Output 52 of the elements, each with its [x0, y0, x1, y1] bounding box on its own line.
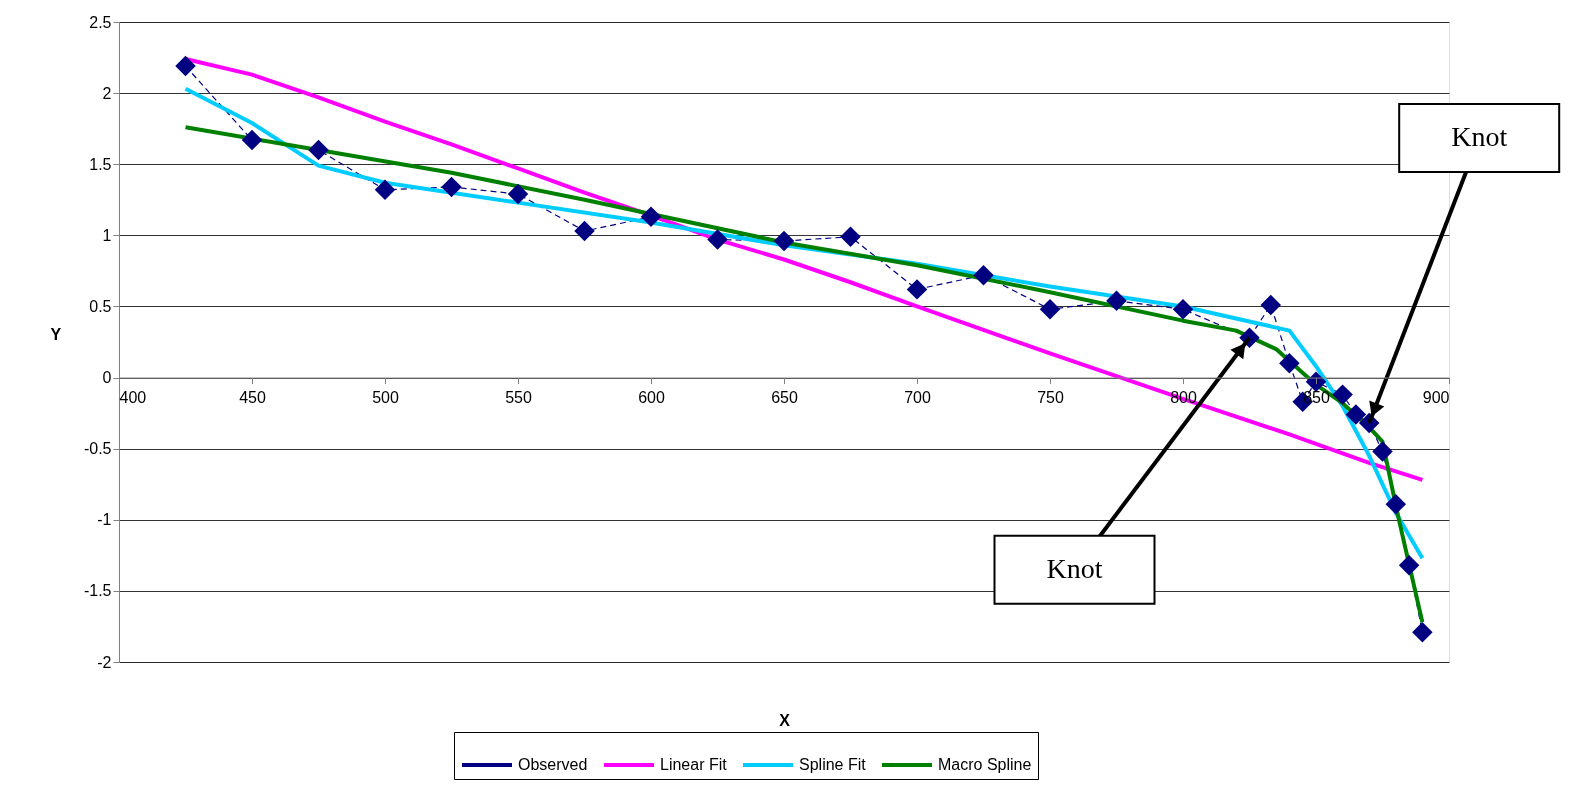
- point: [1372, 441, 1393, 462]
- x-tick-label: 400: [119, 389, 147, 407]
- point: [906, 279, 928, 300]
- x-tick-label: 750: [1037, 389, 1064, 407]
- y-tick-label: 1: [102, 226, 112, 244]
- x-tick-label: 700: [904, 389, 931, 407]
- x-tick-label: 500: [372, 389, 399, 407]
- point: [1412, 621, 1433, 643]
- x-tick-label: 600: [638, 389, 665, 407]
- point: [175, 55, 196, 77]
- legend-label: Macro Spline: [938, 756, 1032, 773]
- point: [1106, 290, 1127, 311]
- x-tick-label: 450: [239, 389, 266, 407]
- point: [1385, 493, 1407, 515]
- point: [1398, 555, 1420, 576]
- y-tick-label: -1.5: [83, 582, 112, 600]
- point: [241, 129, 263, 151]
- y-tick-label: -0.5: [83, 440, 112, 458]
- x-axis-title: X: [779, 711, 791, 729]
- annotation: Knot: [1451, 121, 1508, 153]
- point: [1305, 371, 1327, 393]
- point: [707, 229, 728, 250]
- point: [973, 264, 994, 286]
- point: [1345, 404, 1367, 425]
- y-tick-label: -1: [97, 511, 112, 529]
- point: [773, 230, 795, 252]
- legend-label: Spline Fit: [799, 756, 867, 773]
- y-tick-label: 0.5: [89, 297, 112, 315]
- point: [574, 220, 595, 242]
- point: [1279, 353, 1300, 374]
- point: [1260, 294, 1282, 316]
- y-tick-label: 0: [102, 369, 112, 387]
- point: [441, 176, 462, 198]
- legend-label: Linear Fit: [660, 756, 728, 773]
- point: [1039, 299, 1061, 320]
- point: [1332, 384, 1353, 405]
- annotation: Knot: [1046, 552, 1103, 584]
- point: [308, 139, 329, 161]
- point: [640, 206, 662, 228]
- y-axis-title: Y: [50, 325, 62, 343]
- y-tick-label: -2: [97, 653, 112, 671]
- point: [1172, 299, 1194, 320]
- legend-label: Observed: [518, 756, 588, 773]
- y-tick-label: 2: [102, 84, 112, 102]
- y-tick-label: 2.5: [89, 13, 112, 31]
- x-tick-label: 650: [771, 389, 798, 407]
- point: [507, 183, 529, 205]
- x-tick-label: 550: [505, 389, 532, 407]
- y-tick-label: 1.5: [89, 155, 112, 173]
- x-tick-label: 900: [1422, 389, 1450, 407]
- point: [840, 226, 861, 247]
- point: [374, 179, 396, 201]
